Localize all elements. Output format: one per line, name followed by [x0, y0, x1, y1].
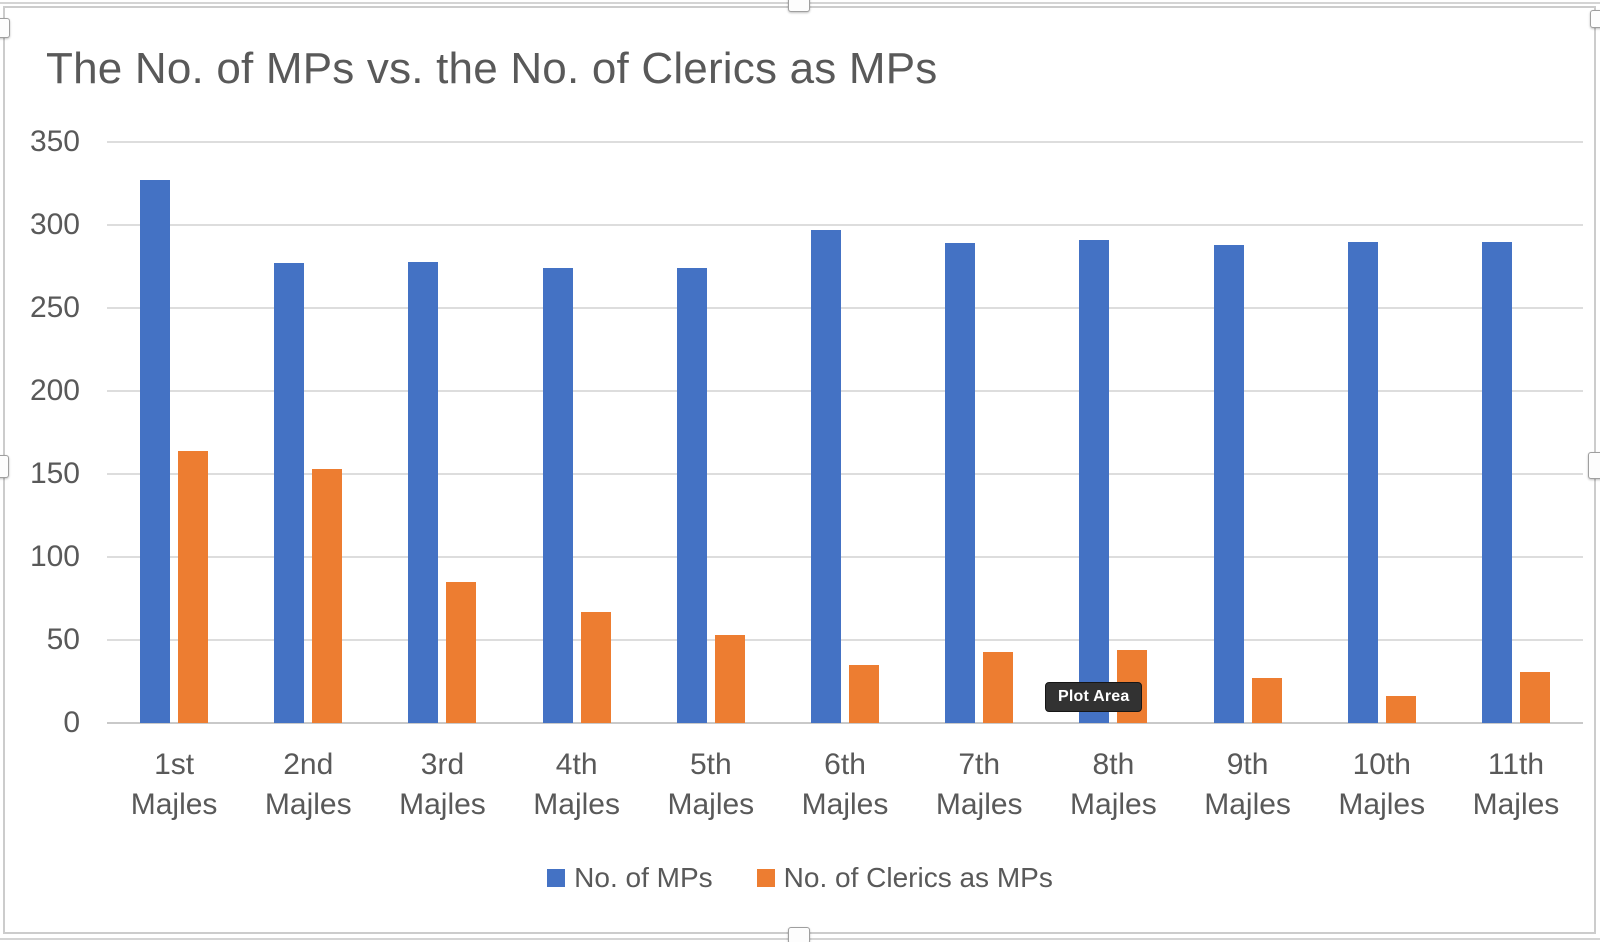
bar-no-of-clerics-as-mps-3rd-majles[interactable] [446, 582, 477, 723]
bar-no-of-clerics-as-mps-5th-majles[interactable] [714, 635, 745, 723]
bar-no-of-mps-11th-majles[interactable] [1481, 242, 1512, 723]
chart-title[interactable]: The No. of MPs vs. the No. of Clerics as… [46, 44, 938, 93]
legend-item-no-of-mps[interactable]: No. of MPs [547, 862, 713, 894]
gridline-100 [107, 556, 1583, 558]
bar-group-8th-majles [1046, 142, 1180, 723]
legend-item-no-of-clerics-as-mps[interactable]: No. of Clerics as MPs [756, 862, 1053, 894]
gridline-200 [107, 390, 1583, 392]
bar-group-10th-majles [1315, 142, 1449, 723]
bar-no-of-clerics-as-mps-4th-majles[interactable] [580, 612, 611, 723]
y-axis-tick-0: 0 [63, 706, 80, 739]
resize-handle-right-middle[interactable] [1588, 452, 1600, 479]
legend-label-no-of-mps: No. of MPs [574, 862, 713, 893]
gridline-350 [107, 141, 1583, 143]
resize-handle-left-middle[interactable] [0, 455, 9, 478]
bar-group-6th-majles [778, 142, 912, 723]
legend-swatch-no-of-mps [547, 869, 566, 887]
bar-group-4th-majles [510, 142, 644, 723]
x-axis: 1st Majles 2nd Majles 3rd Majles 4th Majles 5th M… [107, 745, 1583, 825]
gridline-300 [107, 224, 1583, 226]
x-axis-label-5th-majles: 5th Majles [667, 748, 755, 821]
bar-no-of-mps-1st-majles[interactable] [140, 180, 171, 723]
bar-no-of-mps-7th-majles[interactable] [945, 243, 976, 723]
x-axis-label-2nd-majles: 2nd Majles [264, 748, 352, 821]
y-axis-tick-250: 250 [29, 291, 80, 324]
bar-no-of-mps-4th-majles[interactable] [542, 268, 573, 723]
bar-no-of-clerics-as-mps-11th-majles[interactable] [1519, 672, 1550, 723]
resize-handle-top-right[interactable] [1590, 10, 1600, 28]
bar-no-of-mps-9th-majles[interactable] [1213, 245, 1244, 723]
bar-no-of-mps-2nd-majles[interactable] [274, 263, 305, 723]
bar-no-of-mps-6th-majles[interactable] [811, 230, 842, 723]
resize-handle-top-left[interactable] [0, 18, 10, 38]
gridline-150 [107, 473, 1583, 475]
bar-no-of-clerics-as-mps-7th-majles[interactable] [983, 652, 1014, 723]
y-axis-tick-300: 300 [29, 208, 80, 241]
plot-area-tooltip: Plot Area [1045, 682, 1143, 712]
gridline-50 [107, 639, 1583, 641]
resize-handle-bottom-center[interactable] [788, 927, 810, 942]
bar-no-of-clerics-as-mps-1st-majles[interactable] [178, 451, 209, 723]
x-axis-label-4th-majles: 4th Majles [533, 748, 620, 821]
bar-group-7th-majles [912, 142, 1046, 723]
y-axis-tick-350: 350 [29, 125, 80, 158]
y-axis-tick-150: 150 [29, 457, 80, 490]
bar-group-5th-majles [644, 142, 778, 723]
bar-no-of-clerics-as-mps-2nd-majles[interactable] [312, 469, 343, 723]
resize-handle-top-center[interactable] [788, 0, 810, 12]
bar-no-of-clerics-as-mps-10th-majles[interactable] [1385, 696, 1416, 723]
y-axis-tick-200: 200 [29, 374, 80, 407]
y-axis-tick-50: 50 [46, 623, 80, 656]
bar-no-of-clerics-as-mps-6th-majles[interactable] [849, 665, 880, 723]
bar-no-of-mps-10th-majles[interactable] [1347, 242, 1378, 723]
bar-no-of-clerics-as-mps-9th-majles[interactable] [1251, 678, 1282, 723]
x-axis-label-3rd-majles: 3rd Majles [399, 748, 486, 821]
bar-group-1st-majles [107, 142, 241, 723]
x-axis-label-6th-majles: 6th Majles [801, 748, 889, 821]
bar-group-9th-majles [1181, 142, 1315, 723]
bar-group-2nd-majles [241, 142, 375, 723]
y-axis-tick-100: 100 [29, 540, 80, 573]
x-axis-label-9th-majles: 9th Majles [1204, 748, 1291, 821]
gridline-0 [107, 722, 1583, 724]
bar-no-of-mps-5th-majles[interactable] [676, 268, 707, 723]
x-axis-label-7th-majles: 7th Majles [935, 748, 1023, 821]
legend: No. of MPs No. of Clerics as MPs [0, 862, 1600, 894]
bar-group-3rd-majles [375, 142, 509, 723]
legend-label-no-of-clerics-as-mps: No. of Clerics as MPs [783, 862, 1053, 893]
x-axis-label-1st-majles: 1st Majles [130, 748, 218, 821]
legend-swatch-no-of-clerics-as-mps [756, 869, 775, 887]
bar-group-11th-majles [1449, 142, 1583, 723]
bars-plot [107, 142, 1583, 723]
x-axis-label-8th-majles: 8th Majles [1070, 748, 1157, 821]
x-axis-label-11th-majles: 11th Majles [1472, 748, 1560, 821]
x-axis-label-10th-majles: 10th Majles [1338, 748, 1426, 821]
bar-no-of-mps-8th-majles[interactable] [1079, 240, 1110, 723]
gridline-250 [107, 307, 1583, 309]
bar-no-of-mps-3rd-majles[interactable] [408, 262, 439, 723]
